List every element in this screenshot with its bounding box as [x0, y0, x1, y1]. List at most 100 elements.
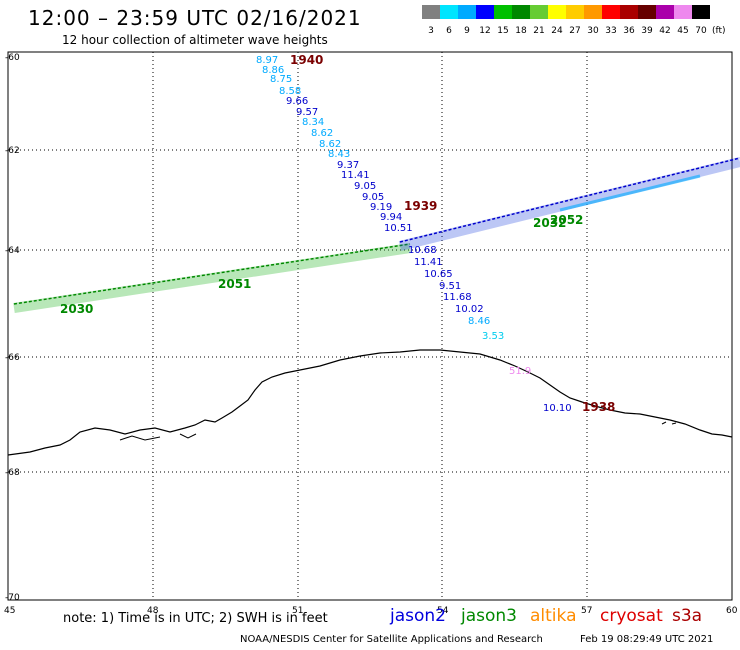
colorbar-label: 33: [605, 26, 616, 36]
colorbar-label: 30: [587, 26, 599, 36]
pass-label: 2051: [218, 277, 251, 291]
colorbar-swatch: [458, 5, 476, 19]
swh-value: 10.10: [543, 403, 572, 414]
generated-timestamp: Feb 19 08:29:49 UTC 2021: [580, 634, 714, 645]
lon-label: 45: [4, 606, 15, 616]
lat-label: -68: [5, 468, 20, 478]
lat-label: -64: [5, 246, 20, 256]
colorbar-unit: (ft): [712, 26, 726, 36]
colorbar-label: 12: [479, 26, 490, 36]
coastline: [7, 349, 733, 456]
swh-value: 9.57: [296, 107, 318, 118]
swh-value: 51.9: [509, 366, 531, 377]
swh-value: 8.97: [256, 55, 278, 66]
colorbar-label: 21: [533, 26, 544, 36]
legend-jason2: jason2: [390, 606, 446, 626]
colorbar-label: 45: [677, 26, 688, 36]
swh-value: 8.46: [468, 316, 490, 327]
swh-value: 10.02: [455, 304, 484, 315]
colorbar-label: 70: [695, 26, 707, 36]
colorbar-swatch: [638, 5, 656, 19]
swh-value: 10.68: [408, 245, 437, 256]
swh-value: 8.58: [279, 86, 301, 97]
swh-value: 9.66: [286, 96, 308, 107]
swh-value: 8.34: [302, 117, 324, 128]
footer-note: note: 1) Time is in UTC; 2) SWH is in fe…: [63, 611, 328, 626]
colorbar-label: 18: [515, 26, 527, 36]
swh-value: 9.37: [337, 160, 359, 171]
jason2-track-ascending: [398, 157, 740, 251]
colorbar-label: 36: [623, 26, 635, 36]
coastline-detail: [119, 421, 677, 441]
colorbar-label: 27: [569, 26, 580, 36]
colorbar-label: 15: [497, 26, 508, 36]
colorbar-swatch: [530, 5, 548, 19]
colorbar-swatch: [512, 5, 530, 19]
latitude-labels: -60 -62 -64 -66 -68 -70: [5, 53, 20, 603]
pass-label: 2052: [550, 213, 583, 227]
colorbar-label: 42: [659, 26, 670, 36]
longitude-labels: 45 48 51 54 57 60: [4, 606, 738, 616]
colorbar-swatch: [620, 5, 638, 19]
colorbar-label: 3: [428, 26, 434, 36]
colorbar-swatch: [566, 5, 584, 19]
lat-label: -62: [5, 146, 20, 156]
colorbar-swatch: [548, 5, 566, 19]
jason3-track: [13, 243, 411, 313]
swh-value: 11.41: [414, 257, 443, 268]
lat-label: -70: [5, 593, 20, 603]
page-subtitle: 12 hour collection of altimeter wave hei…: [62, 33, 328, 47]
swh-value: 8.86: [262, 65, 284, 76]
swh-value: 9.05: [354, 181, 376, 192]
graticule: [8, 52, 732, 600]
map-frame: [7, 51, 733, 601]
colorbar-swatch: [584, 5, 602, 19]
swh-value: 11.41: [341, 170, 370, 181]
swh-value: 10.51: [384, 223, 413, 234]
colorbar-label: 6: [446, 26, 452, 36]
colorbar-swatch: [440, 5, 458, 19]
swh-value: 10.65: [424, 269, 453, 280]
colorbar-swatch: [476, 5, 494, 19]
colorbar-swatch: [422, 5, 440, 19]
colorbar-swatch: [602, 5, 620, 19]
color-scale: 3 6 9 12 15 18 21 24 27 30 33 36 39 42 45 70 (ft): [422, 5, 726, 36]
legend-cryosat: cryosat: [600, 606, 663, 626]
legend-jason3: jason3: [461, 606, 517, 626]
pass-label: 2030: [60, 302, 93, 316]
colorbar-swatch: [692, 5, 710, 19]
legend-s3a: s3a: [672, 606, 703, 626]
colorbar-swatch: [674, 5, 692, 19]
legend-altika: altika: [530, 606, 577, 626]
lon-label: 57: [581, 606, 592, 616]
swh-value: 9.05: [362, 192, 384, 203]
swh-value: 8.43: [328, 149, 350, 160]
swh-value: 11.68: [443, 292, 472, 303]
swh-value: 8.62: [311, 128, 333, 139]
credit-line: NOAA/NESDIS Center for Satellite Applica…: [240, 634, 543, 645]
pass-label: 1940: [290, 53, 323, 67]
lon-label: 48: [147, 606, 159, 616]
colorbar-swatch: [494, 5, 512, 19]
colorbar-swatch: [656, 5, 674, 19]
swh-value: 9.51: [439, 281, 461, 292]
colorbar-label: 24: [551, 26, 563, 36]
lon-label: 51: [292, 606, 303, 616]
page-title: 12:00 – 23:59 UTC 02/16/2021: [28, 6, 362, 30]
pass-label: 1938: [582, 400, 615, 414]
pass-label: 2032: [533, 216, 566, 230]
swh-value: 9.19: [370, 202, 392, 213]
lat-label: -66: [5, 353, 20, 363]
track-values: 8.97 8.86 8.75 8.58 9.66 9.57 8.34 8.62 …: [256, 55, 572, 414]
lat-label: -60: [5, 53, 20, 63]
colorbar-label: 39: [641, 26, 653, 36]
lon-label: 60: [726, 606, 738, 616]
colorbar-label: 9: [464, 26, 470, 36]
swh-value: 9.94: [380, 212, 402, 223]
swh-value: 3.53: [482, 331, 504, 342]
swh-value: 8.62: [319, 139, 341, 150]
lon-label: 54: [437, 606, 449, 616]
swh-value: 8.75: [270, 74, 292, 85]
pass-label: 1939: [404, 199, 437, 213]
